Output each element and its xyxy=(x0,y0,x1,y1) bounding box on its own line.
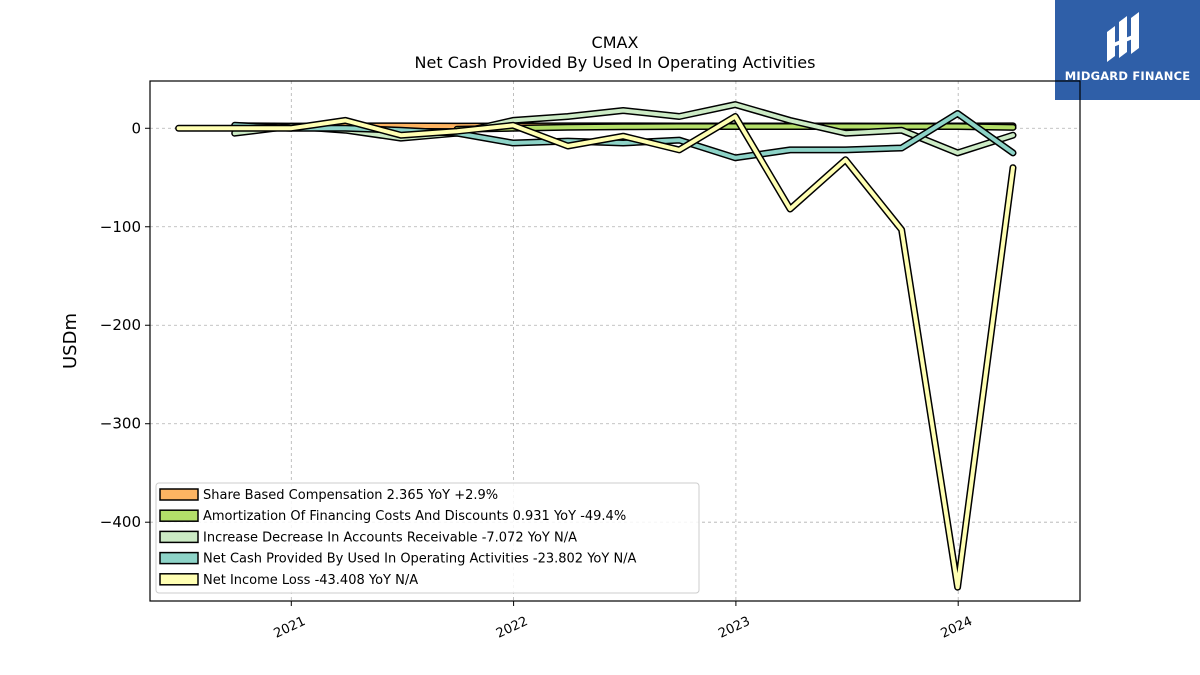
x-tick-label: 2023 xyxy=(716,614,752,642)
legend-swatch xyxy=(159,551,199,565)
y-tick-label: −100 xyxy=(100,218,141,236)
y-tick-label: 0 xyxy=(131,119,141,137)
legend: Share Based Compensation 2.365 YoY +2.9%… xyxy=(155,482,700,594)
legend-swatch xyxy=(159,488,199,501)
series-2 xyxy=(231,101,1017,157)
legend-swatch xyxy=(159,573,199,586)
y-axis: 0 −100 −200 −300 −400 xyxy=(100,119,150,531)
y-tick-label: −200 xyxy=(100,316,141,334)
legend-entry: Share Based Compensation 2.365 YoY +2.9% xyxy=(203,488,498,503)
brand-logo: MIDGARD FINANCE xyxy=(1055,0,1200,100)
legend-swatch xyxy=(159,509,199,522)
y-axis-label: USDm xyxy=(60,313,81,369)
legend-box xyxy=(155,482,700,594)
brand-name: MIDGARD FINANCE xyxy=(1064,69,1191,83)
chart-title: CMAX xyxy=(592,33,639,52)
x-tick-label: 2022 xyxy=(494,614,530,642)
legend-entry: Increase Decrease In Accounts Receivable… xyxy=(203,530,577,545)
plot-frame xyxy=(149,80,1081,602)
legend-entry: Amortization Of Financing Costs And Disc… xyxy=(203,509,626,524)
series-1 xyxy=(453,123,1017,133)
y-tick-label: −400 xyxy=(100,513,141,531)
legend-swatch xyxy=(159,530,199,544)
series-line xyxy=(232,102,1015,155)
legend-entry: Net Income Loss -43.408 YoY N/A xyxy=(203,573,418,588)
chart-subtitle: Net Cash Provided By Used In Operating A… xyxy=(415,53,816,72)
series-4 xyxy=(175,113,1017,591)
midgard-logo-icon xyxy=(1107,12,1139,62)
series-line xyxy=(176,114,1015,590)
y-tick-label: −300 xyxy=(100,415,141,433)
series-layer xyxy=(175,101,1017,591)
x-axis: 2021 2022 2023 2024 xyxy=(272,601,975,642)
series-line xyxy=(455,124,1015,132)
legend-entry: Net Cash Provided By Used In Operating A… xyxy=(203,552,637,567)
x-tick-label: 2021 xyxy=(272,614,308,642)
x-tick-label: 2024 xyxy=(939,614,975,642)
